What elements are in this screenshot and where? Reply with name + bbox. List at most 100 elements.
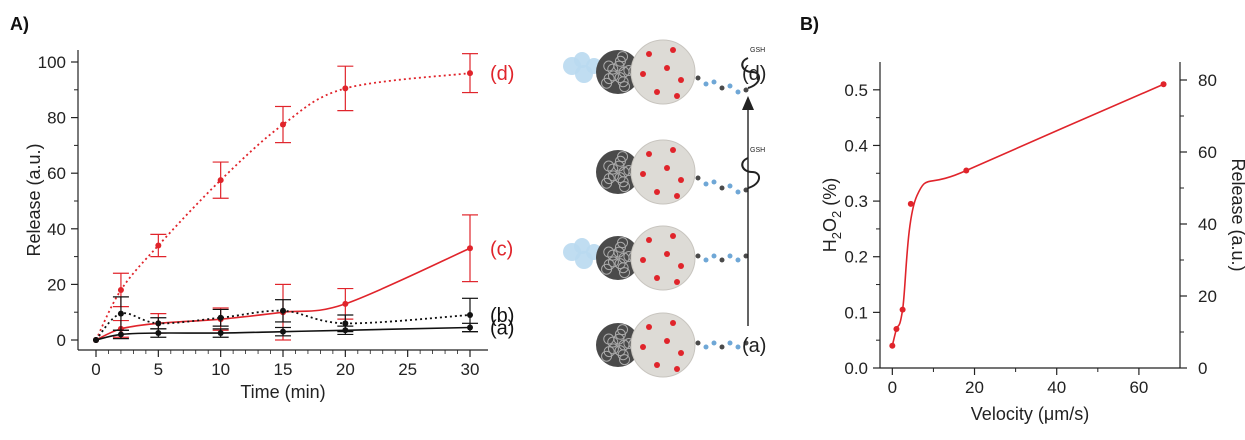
particle-texture	[607, 163, 619, 175]
drug-dot	[674, 93, 680, 99]
ligand-label: GSH	[750, 147, 765, 154]
particle-texture	[617, 76, 629, 88]
y-tick-label: 100	[38, 53, 66, 72]
gatekeeper-chain-icon	[695, 340, 749, 350]
chain-bead	[695, 340, 701, 346]
drug-dot	[640, 344, 646, 350]
chain-bead	[743, 340, 749, 346]
gatekeeper-chain-icon	[695, 175, 749, 195]
particle-texture	[619, 267, 631, 279]
drug-dot	[664, 165, 670, 171]
data-point	[907, 200, 914, 207]
data-point	[117, 331, 124, 338]
drug-dot	[678, 350, 684, 356]
particle-texture	[614, 155, 626, 167]
drug-dot	[678, 77, 684, 83]
data-point	[217, 314, 224, 321]
x-tick-label: 5	[154, 360, 163, 379]
x-tick-label: 0	[91, 360, 100, 379]
x-tick-label: 25	[398, 360, 417, 379]
drug-dot	[674, 193, 680, 199]
data-point	[117, 286, 124, 293]
particle-texture	[607, 336, 619, 348]
y-axis-label: Release (a.u.)	[24, 143, 44, 256]
schematic: GSH GSH (d) (a)	[563, 39, 766, 378]
data-point	[342, 300, 349, 307]
chart-b: 0.0 0.1 0.2 0.3 0.4 0.5 0 20 40 60 80 0 20 40 60 Veloci…	[820, 62, 1245, 424]
particle-texture	[607, 63, 619, 75]
y2-tick-label: 0	[1198, 359, 1207, 378]
data-point	[217, 177, 224, 184]
janus-sphere-icon	[630, 225, 696, 291]
gatekeeper-chain-icon	[695, 253, 749, 263]
gas-bubbles-icon	[563, 238, 602, 269]
x-tick-label: 10	[211, 360, 230, 379]
particle-texture	[617, 262, 629, 274]
particle-texture	[607, 170, 619, 182]
drug-dot	[664, 65, 670, 71]
particle-texture	[601, 77, 613, 89]
chain-bead	[727, 183, 733, 189]
data-point	[93, 337, 99, 343]
chain-bead	[735, 344, 741, 350]
data-point	[280, 307, 286, 314]
chain-bead	[719, 85, 725, 91]
drug-dot	[646, 151, 652, 157]
drug-dot	[674, 279, 680, 285]
x-tick-label: 30	[461, 360, 480, 379]
chain-bead	[735, 89, 741, 95]
drug-dot	[670, 320, 676, 326]
data-point	[963, 167, 970, 174]
data-point	[467, 245, 473, 252]
drug-dot	[654, 275, 660, 281]
series-label: (d)	[490, 63, 514, 85]
drug-dot	[670, 233, 676, 239]
y2-tick-label: 20	[1198, 287, 1217, 306]
gatekeeper-chain-icon	[695, 75, 749, 95]
chain-bead	[743, 87, 749, 93]
y-tick-label: 0.4	[844, 136, 868, 155]
y-axis-label-part: 2	[829, 232, 844, 239]
chain-bead	[719, 344, 725, 350]
data-point	[889, 342, 896, 349]
data-point	[1160, 81, 1167, 88]
particle-texture	[601, 177, 613, 189]
data-point	[893, 326, 900, 333]
x-tick-label: 0	[888, 378, 897, 397]
drug-dot	[640, 71, 646, 77]
fit-curve	[891, 83, 1164, 346]
y-tick-label: 0.2	[844, 248, 868, 267]
data-point	[899, 306, 906, 313]
drug-dot	[646, 51, 652, 57]
sphere-body	[630, 225, 696, 291]
y-tick-label: 60	[47, 164, 66, 183]
catalyst-particle-icon	[596, 150, 640, 194]
particle-texture	[619, 181, 631, 193]
sphere-body	[630, 139, 696, 205]
particle-texture	[614, 241, 626, 253]
particle-texture	[614, 55, 626, 67]
drug-dot	[664, 338, 670, 344]
particle-texture	[607, 343, 619, 355]
drug-dot	[654, 189, 660, 195]
chain-bead	[727, 340, 733, 346]
chain-bead	[695, 253, 701, 259]
chain-bead	[711, 253, 717, 259]
chain-bead	[695, 175, 701, 181]
y-tick-label: 0.1	[844, 303, 868, 322]
data-point	[155, 242, 162, 249]
bubble	[574, 238, 590, 254]
data-point	[342, 320, 349, 327]
y2-axis-label: Release (a.u.)	[1228, 158, 1245, 271]
janus-sphere-icon	[630, 139, 696, 205]
bubble	[574, 52, 590, 68]
drug-dot	[654, 362, 660, 368]
ligand-chain	[741, 57, 760, 89]
particle-texture	[613, 333, 625, 345]
particle-texture	[607, 249, 619, 261]
sphere-body	[630, 39, 696, 105]
chain-bead	[711, 79, 717, 85]
panel-b-label: B)	[800, 14, 819, 34]
x-tick-label: 20	[336, 360, 355, 379]
